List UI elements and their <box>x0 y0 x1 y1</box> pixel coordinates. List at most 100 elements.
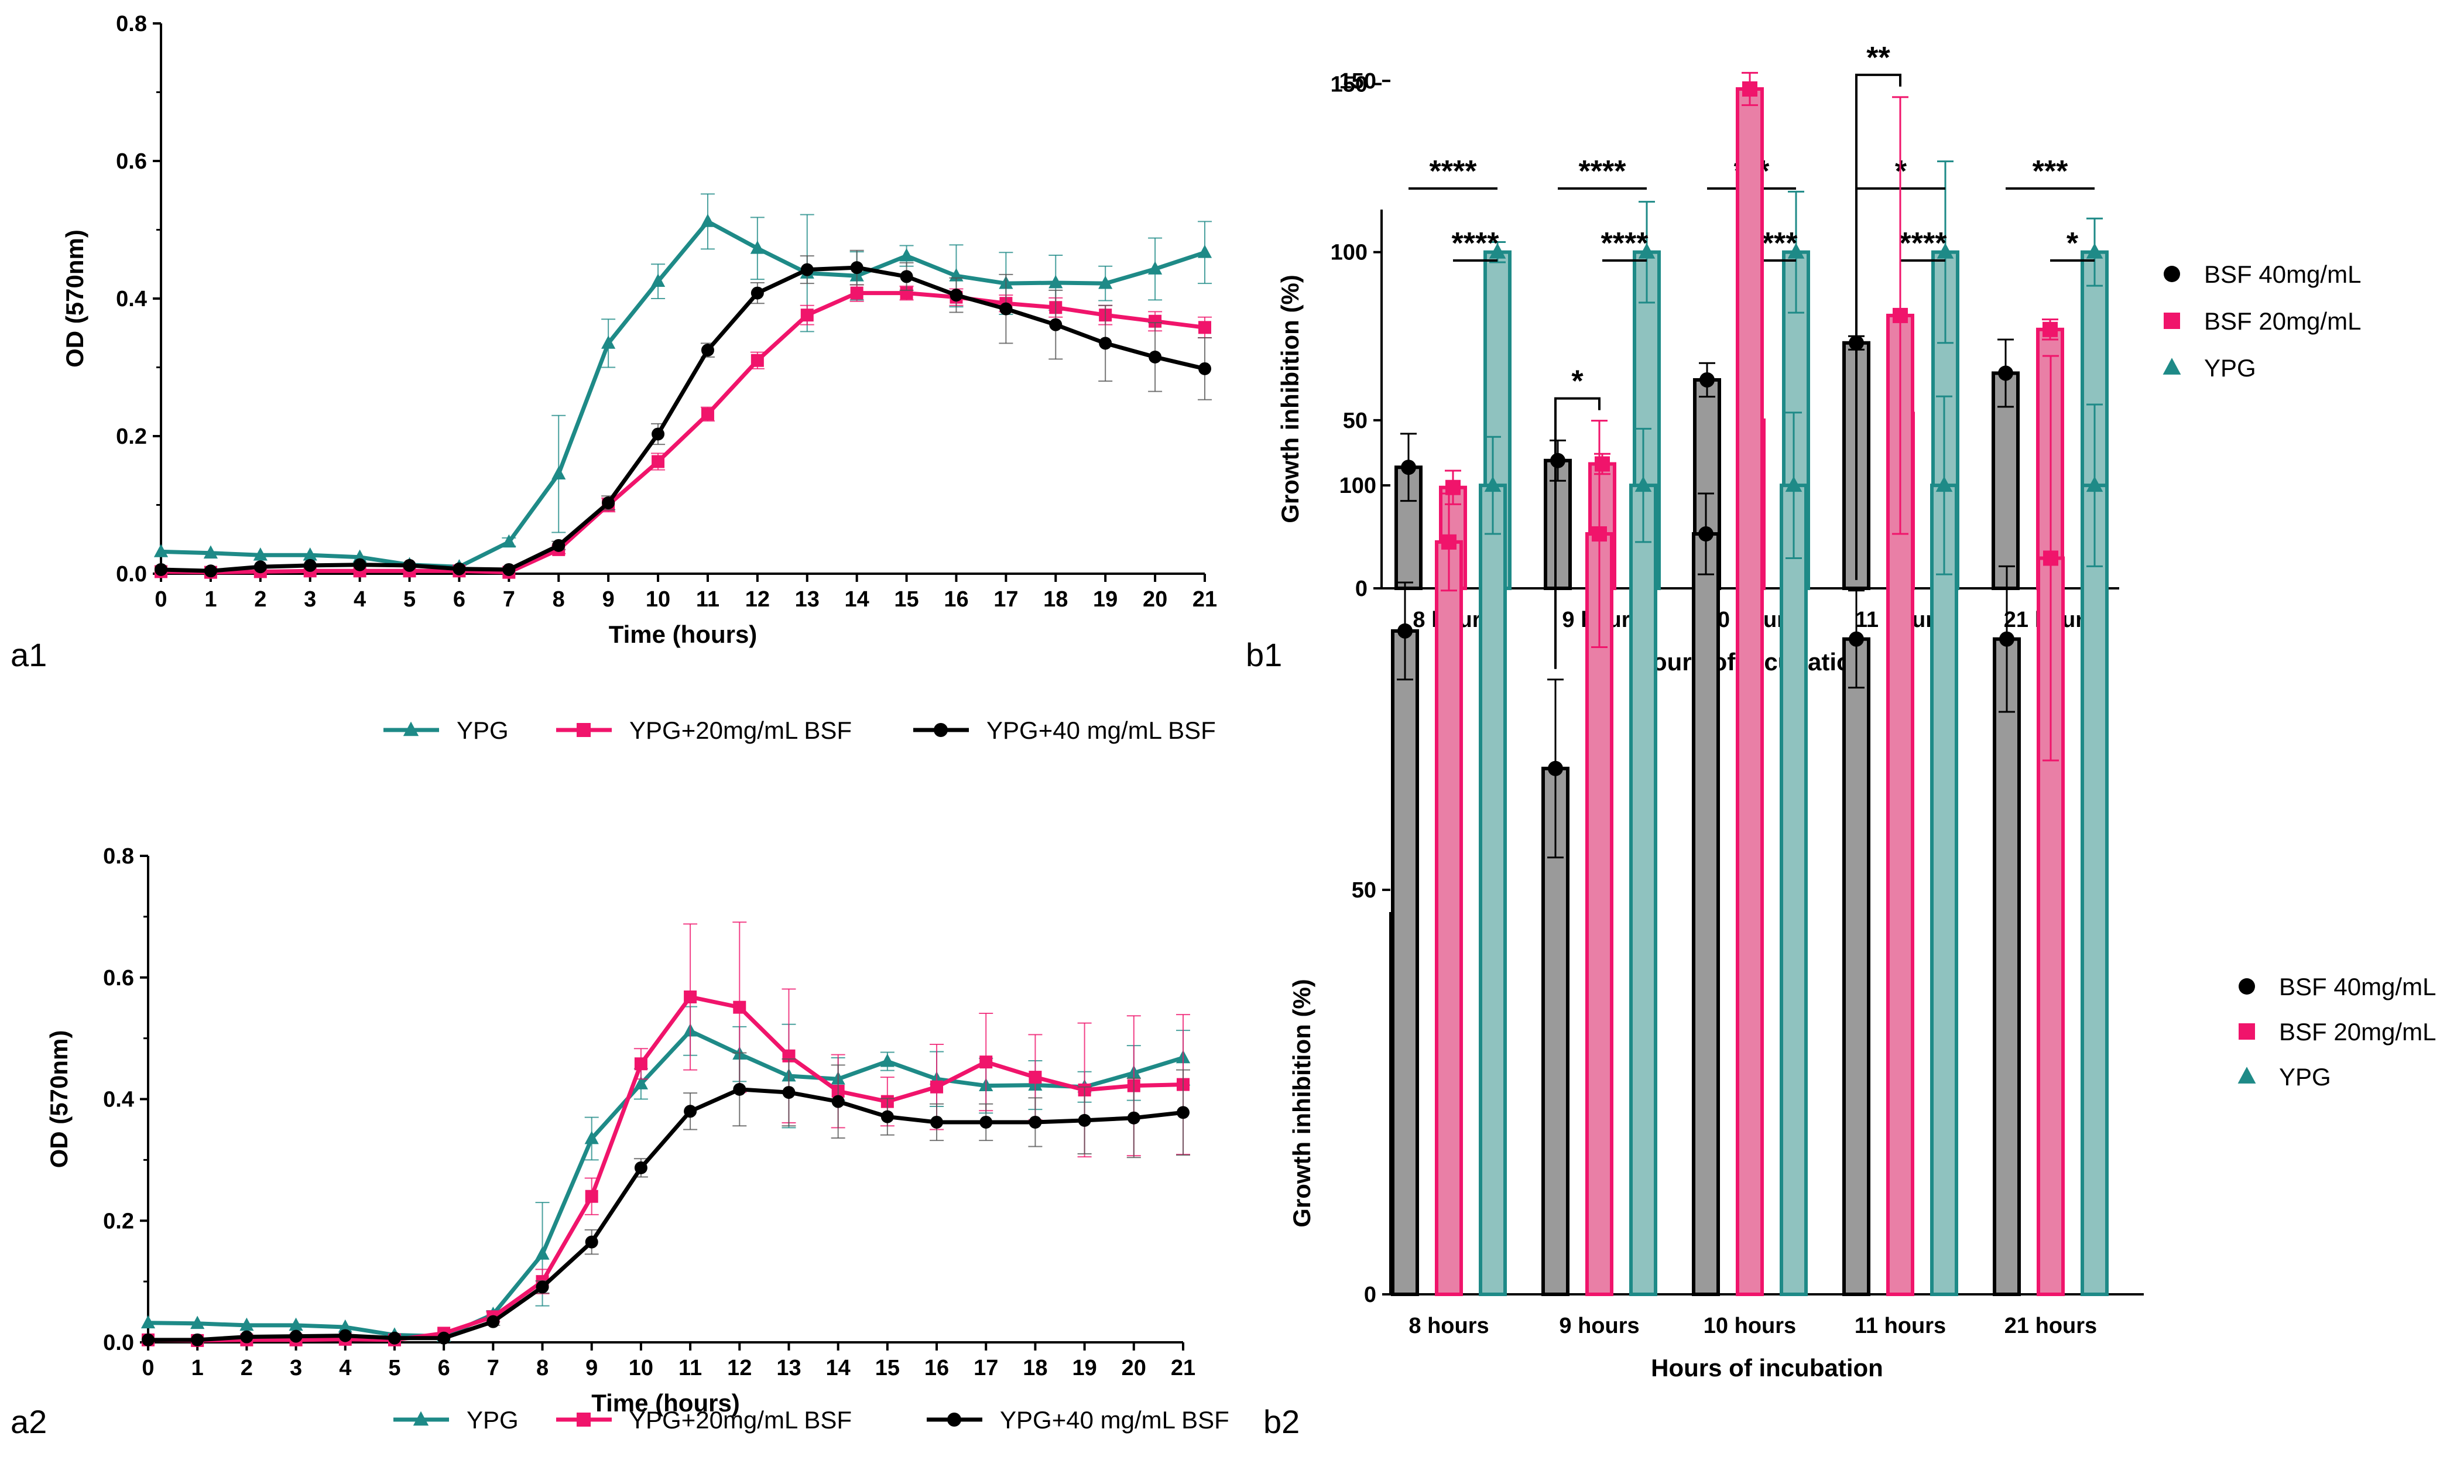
data-point <box>601 335 616 349</box>
x-tick-label: 5 <box>403 587 416 612</box>
x-tick-label: 1 <box>204 587 217 612</box>
series-2 <box>1435 71 2065 1297</box>
data-point <box>733 1082 746 1096</box>
data-point <box>652 427 665 441</box>
y-tick-label: 0 <box>1364 1283 1376 1307</box>
data-point <box>2043 321 2058 337</box>
data-point <box>253 547 268 561</box>
data-point <box>1699 372 1715 388</box>
bar <box>1435 540 1463 1297</box>
significance-label: ** <box>1866 41 1890 75</box>
series-3 <box>142 1052 1190 1346</box>
data-point <box>155 563 167 576</box>
x-tick-label: 2 <box>241 1356 253 1380</box>
data-point <box>388 1331 401 1345</box>
data-point <box>437 1331 451 1345</box>
significance-label: **** <box>1900 227 1948 261</box>
y-tick-label: 0.6 <box>103 966 134 991</box>
data-point <box>1401 460 1416 475</box>
data-point <box>1029 1115 1042 1129</box>
data-point <box>353 558 366 571</box>
data-point <box>880 1053 895 1067</box>
series-1 <box>1394 335 2020 590</box>
data-point <box>930 1080 944 1094</box>
data-point <box>1098 275 1113 289</box>
x-tick-label: 4 <box>339 1356 351 1380</box>
legend: BSF 40mg/mL BSF 20mg/mL YPG <box>2163 261 2361 382</box>
legend-label: YPG <box>467 1406 519 1434</box>
data-point <box>1397 623 1413 639</box>
bar <box>1930 484 1958 1296</box>
data-point <box>1198 321 1211 334</box>
chart-b2: 0 50 100 150 8 hours 9 hours 10 hours 11 hours 2… <box>1288 41 2436 1382</box>
x-tick-label: 4 <box>354 587 366 612</box>
panel-label-a1: a1 <box>11 636 47 673</box>
data-point <box>750 241 765 254</box>
x-tick-label: 3 <box>304 587 316 612</box>
y-tick-label: 150 <box>1331 73 1368 97</box>
significance-label: **** <box>1579 155 1627 189</box>
y-tick-label: 0.4 <box>116 287 147 311</box>
x-tick-label: 3 <box>290 1356 302 1380</box>
data-point <box>1998 365 2013 381</box>
x-tick-label: 12 <box>727 1356 752 1380</box>
x-tick-label: 20 <box>1122 1356 1146 1380</box>
significance-label: **** <box>1452 227 1500 261</box>
x-tick-label: 11 <box>678 1356 702 1380</box>
series-1 <box>1391 492 2021 1296</box>
data-point <box>403 558 416 572</box>
x-tick-label: 18 <box>1043 587 1068 612</box>
data-point <box>831 1095 845 1108</box>
data-point <box>303 558 317 572</box>
data-point <box>1893 307 1908 323</box>
x-tick-label: 18 <box>1023 1356 1047 1380</box>
data-point <box>1548 760 1563 776</box>
data-point <box>239 1317 254 1331</box>
x-tick-label: 16 <box>944 587 968 612</box>
bar <box>1992 371 2020 590</box>
data-point <box>551 466 566 479</box>
series-line <box>148 1029 1184 1339</box>
significance-label: * <box>2067 227 2079 261</box>
legend: YPG YPG+20mg/mL BSF YPG+40 mg/mL BSF <box>393 1406 1229 1434</box>
legend: YPG YPG+20mg/mL BSF YPG+40 mg/mL BSF <box>383 717 1216 744</box>
data-point <box>1049 318 1063 331</box>
data-point <box>453 562 466 575</box>
data-point <box>1698 526 1714 542</box>
legend-label: YPG+40 mg/mL BSF <box>1000 1406 1229 1434</box>
data-point <box>1787 243 1805 259</box>
series-line <box>160 265 1205 573</box>
data-point <box>950 289 963 302</box>
data-point <box>930 1115 944 1129</box>
series-line <box>148 1087 1184 1342</box>
data-point <box>750 354 764 367</box>
y-axis-title: OD (570nm) <box>45 1030 73 1168</box>
data-point <box>536 1280 549 1294</box>
data-point <box>1147 261 1163 275</box>
y-tick-label: 0.4 <box>103 1088 134 1112</box>
legend-marker <box>934 723 948 737</box>
data-point <box>782 1086 796 1099</box>
data-point <box>899 248 914 262</box>
data-point <box>1550 453 1565 468</box>
x-tick-label: 15 <box>894 587 919 612</box>
data-point <box>1742 81 1757 97</box>
data-point <box>2086 476 2103 492</box>
x-tick-label: 17 <box>993 587 1018 612</box>
legend: BSF 40mg/mL BSF 20mg/mL YPG <box>2237 973 2436 1091</box>
data-point <box>1937 243 1954 259</box>
data-point <box>289 1317 303 1331</box>
data-point <box>2086 243 2103 259</box>
data-point <box>750 286 764 300</box>
bar <box>1886 313 1914 1296</box>
data-point <box>190 1315 205 1329</box>
data-point <box>140 1315 156 1329</box>
legend-label: BSF 40mg/mL <box>2279 973 2436 1000</box>
data-point <box>1489 243 1506 259</box>
x-tick-label: 19 <box>1072 1356 1096 1380</box>
data-point <box>1999 631 2014 647</box>
data-point <box>1484 476 1502 492</box>
series-3 <box>155 249 1212 578</box>
data-point <box>486 1315 500 1328</box>
legend-marker <box>403 721 419 736</box>
